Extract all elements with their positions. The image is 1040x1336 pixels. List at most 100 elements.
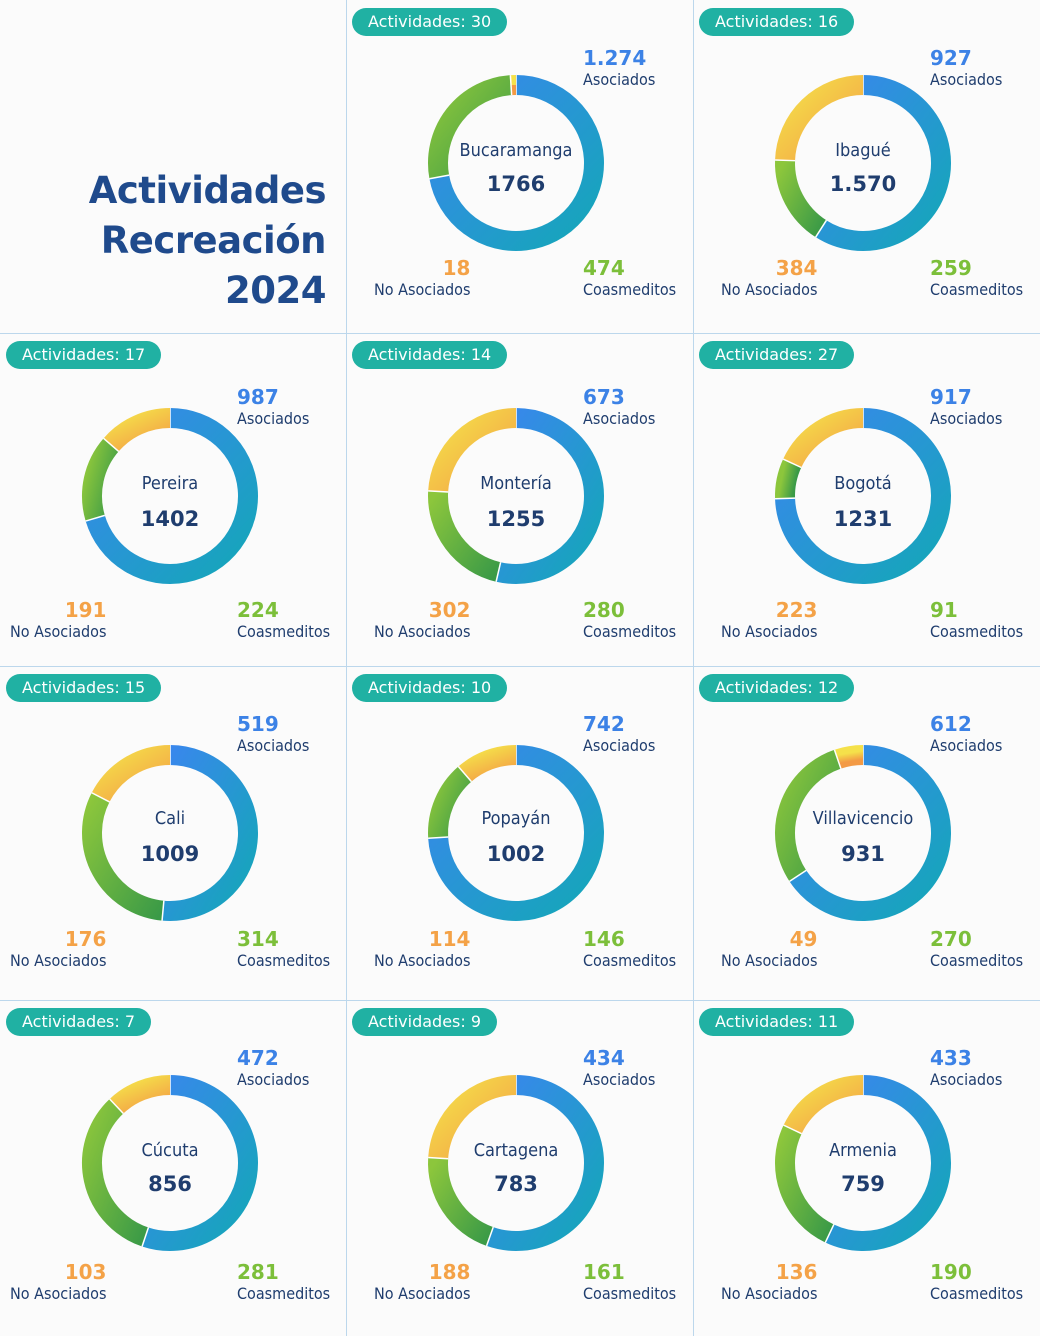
title-line-1: Actividades [88,169,327,212]
asociados-legend-value: 519 [237,712,279,736]
asociados-legend: 987 Asociados [237,385,309,429]
city-name: Cartagena [473,1140,559,1161]
city-name: Cali [154,808,186,829]
donut-segment-no-asociados [428,408,517,493]
asociados-legend-label: Asociados [930,409,1003,428]
coasmeditos-legend: 161 Coasmeditos [583,1260,676,1304]
no-asociados-legend-value: 103 [64,1260,107,1284]
no-asociados-legend: 49 No Asociados [721,927,817,971]
asociados-legend-label: Asociados [237,409,310,428]
asociados-legend-label: Asociados [237,736,310,755]
coasmeditos-legend-value: 224 [237,598,279,622]
donut-segment-asociados [789,745,951,921]
city-total: 931 [841,842,885,866]
city-card: Actividades: 17 Pereira 1402 987 Asociados 22… [0,333,347,666]
city-name: Cúcuta [141,1140,199,1161]
asociados-legend: 434 Asociados [583,1046,655,1090]
donut-segment-asociados [496,408,604,584]
segment-separator [109,1098,124,1115]
donut-segment-no-asociados [458,745,517,782]
grid-divider [0,666,1040,667]
no-asociados-legend: 114 No Asociados [374,927,470,971]
donut-segment-no-asociados [428,1075,517,1160]
coasmeditos-legend: 190 Coasmeditos [930,1260,1023,1304]
donut-segment-coasmeditos [428,490,501,582]
asociados-legend: 927 Asociados [930,46,1002,90]
donut-segment-coasmeditos [775,160,827,238]
no-asociados-legend-value: 384 [775,256,818,280]
coasmeditos-legend-label: Coasmeditos [237,951,331,970]
city-card: Actividades: 30 Bucaramanga 1766 1.274 Asoci… [346,0,693,333]
title-line-2: Recreación [100,219,327,262]
no-asociados-legend-value: 114 [428,927,471,951]
segment-separator [428,490,449,493]
city-name: Popayán [481,808,551,829]
donut-segment-coasmeditos [775,1125,835,1243]
no-asociados-legend-label: No Asociados [10,622,107,641]
donut-segment-no-asociados [783,408,864,468]
donut-segment-coasmeditos [82,1098,149,1247]
no-asociados-legend-value: 302 [428,598,471,622]
asociados-legend-value: 612 [930,712,972,736]
city-total: 1.570 [829,172,897,196]
asociados-legend: 673 Asociados [583,385,655,429]
no-asociados-legend-value: 176 [64,927,107,951]
no-asociados-legend: 176 No Asociados [10,927,106,971]
city-name: Pereira [141,473,199,494]
no-asociados-legend: 136 No Asociados [721,1260,817,1304]
donut-segment-coasmeditos [775,749,842,882]
asociados-legend: 917 Asociados [930,385,1002,429]
asociados-legend-label: Asociados [237,1070,310,1089]
coasmeditos-legend: 314 Coasmeditos [237,927,330,971]
coasmeditos-legend-label: Coasmeditos [930,1284,1024,1303]
donut-chart [428,408,604,584]
donut-segment-coasmeditos [428,1157,494,1246]
donut-segment-asociados [486,1075,604,1251]
donut-segment-coasmeditos [428,75,512,179]
donut-segment-asociados [825,1075,951,1251]
donut-segment-asociados [162,745,258,921]
no-asociados-legend-value: 18 [442,256,471,280]
coasmeditos-legend-label: Coasmeditos [930,622,1024,641]
segment-separator [428,836,449,839]
asociados-legend-label: Asociados [930,70,1003,89]
donut-segment-asociados [429,75,604,251]
coasmeditos-legend-label: Coasmeditos [583,622,677,641]
donut-segment-asociados [428,745,604,921]
donut-segment-asociados [142,1075,258,1251]
coasmeditos-legend-label: Coasmeditos [930,280,1024,299]
segment-separator [429,174,450,180]
no-asociados-legend-label: No Asociados [374,622,471,641]
donut-chart [428,1075,604,1251]
asociados-legend-value: 433 [930,1046,972,1070]
city-card: Actividades: 11 Armenia 759 433 Asociados 190… [693,1000,1040,1333]
asociados-legend: 472 Asociados [237,1046,309,1090]
grid-divider [693,0,694,1336]
coasmeditos-legend: 259 Coasmeditos [930,256,1023,300]
city-name: Montería [480,473,552,494]
no-asociados-legend: 18 No Asociados [374,256,470,300]
no-asociados-legend: 223 No Asociados [721,598,817,642]
city-total: 1009 [140,842,200,866]
donut-chart [428,75,604,251]
segment-separator [789,869,807,883]
asociados-legend-label: Asociados [583,1070,656,1089]
city-name: Armenia [829,1140,897,1161]
no-asociados-legend: 302 No Asociados [374,598,470,642]
segment-separator [495,562,502,582]
asociados-legend-value: 434 [583,1046,625,1070]
asociados-legend-label: Asociados [583,409,656,428]
coasmeditos-legend-value: 270 [930,927,972,951]
city-card: Actividades: 7 Cúcuta 856 472 Asociados 281 Co… [0,1000,347,1333]
grid-divider [0,333,1040,334]
activities-badge: Actividades: 16 [699,8,855,36]
activities-badge: Actividades: 9 [352,1008,498,1036]
coasmeditos-legend-value: 314 [237,927,279,951]
asociados-legend-label: Asociados [930,1070,1003,1089]
segment-separator [457,766,472,783]
donut-segment-asociados [775,408,951,584]
donut-segment-no-asociados [783,1075,864,1135]
asociados-legend-value: 987 [237,385,279,409]
no-asociados-legend-value: 191 [64,598,107,622]
